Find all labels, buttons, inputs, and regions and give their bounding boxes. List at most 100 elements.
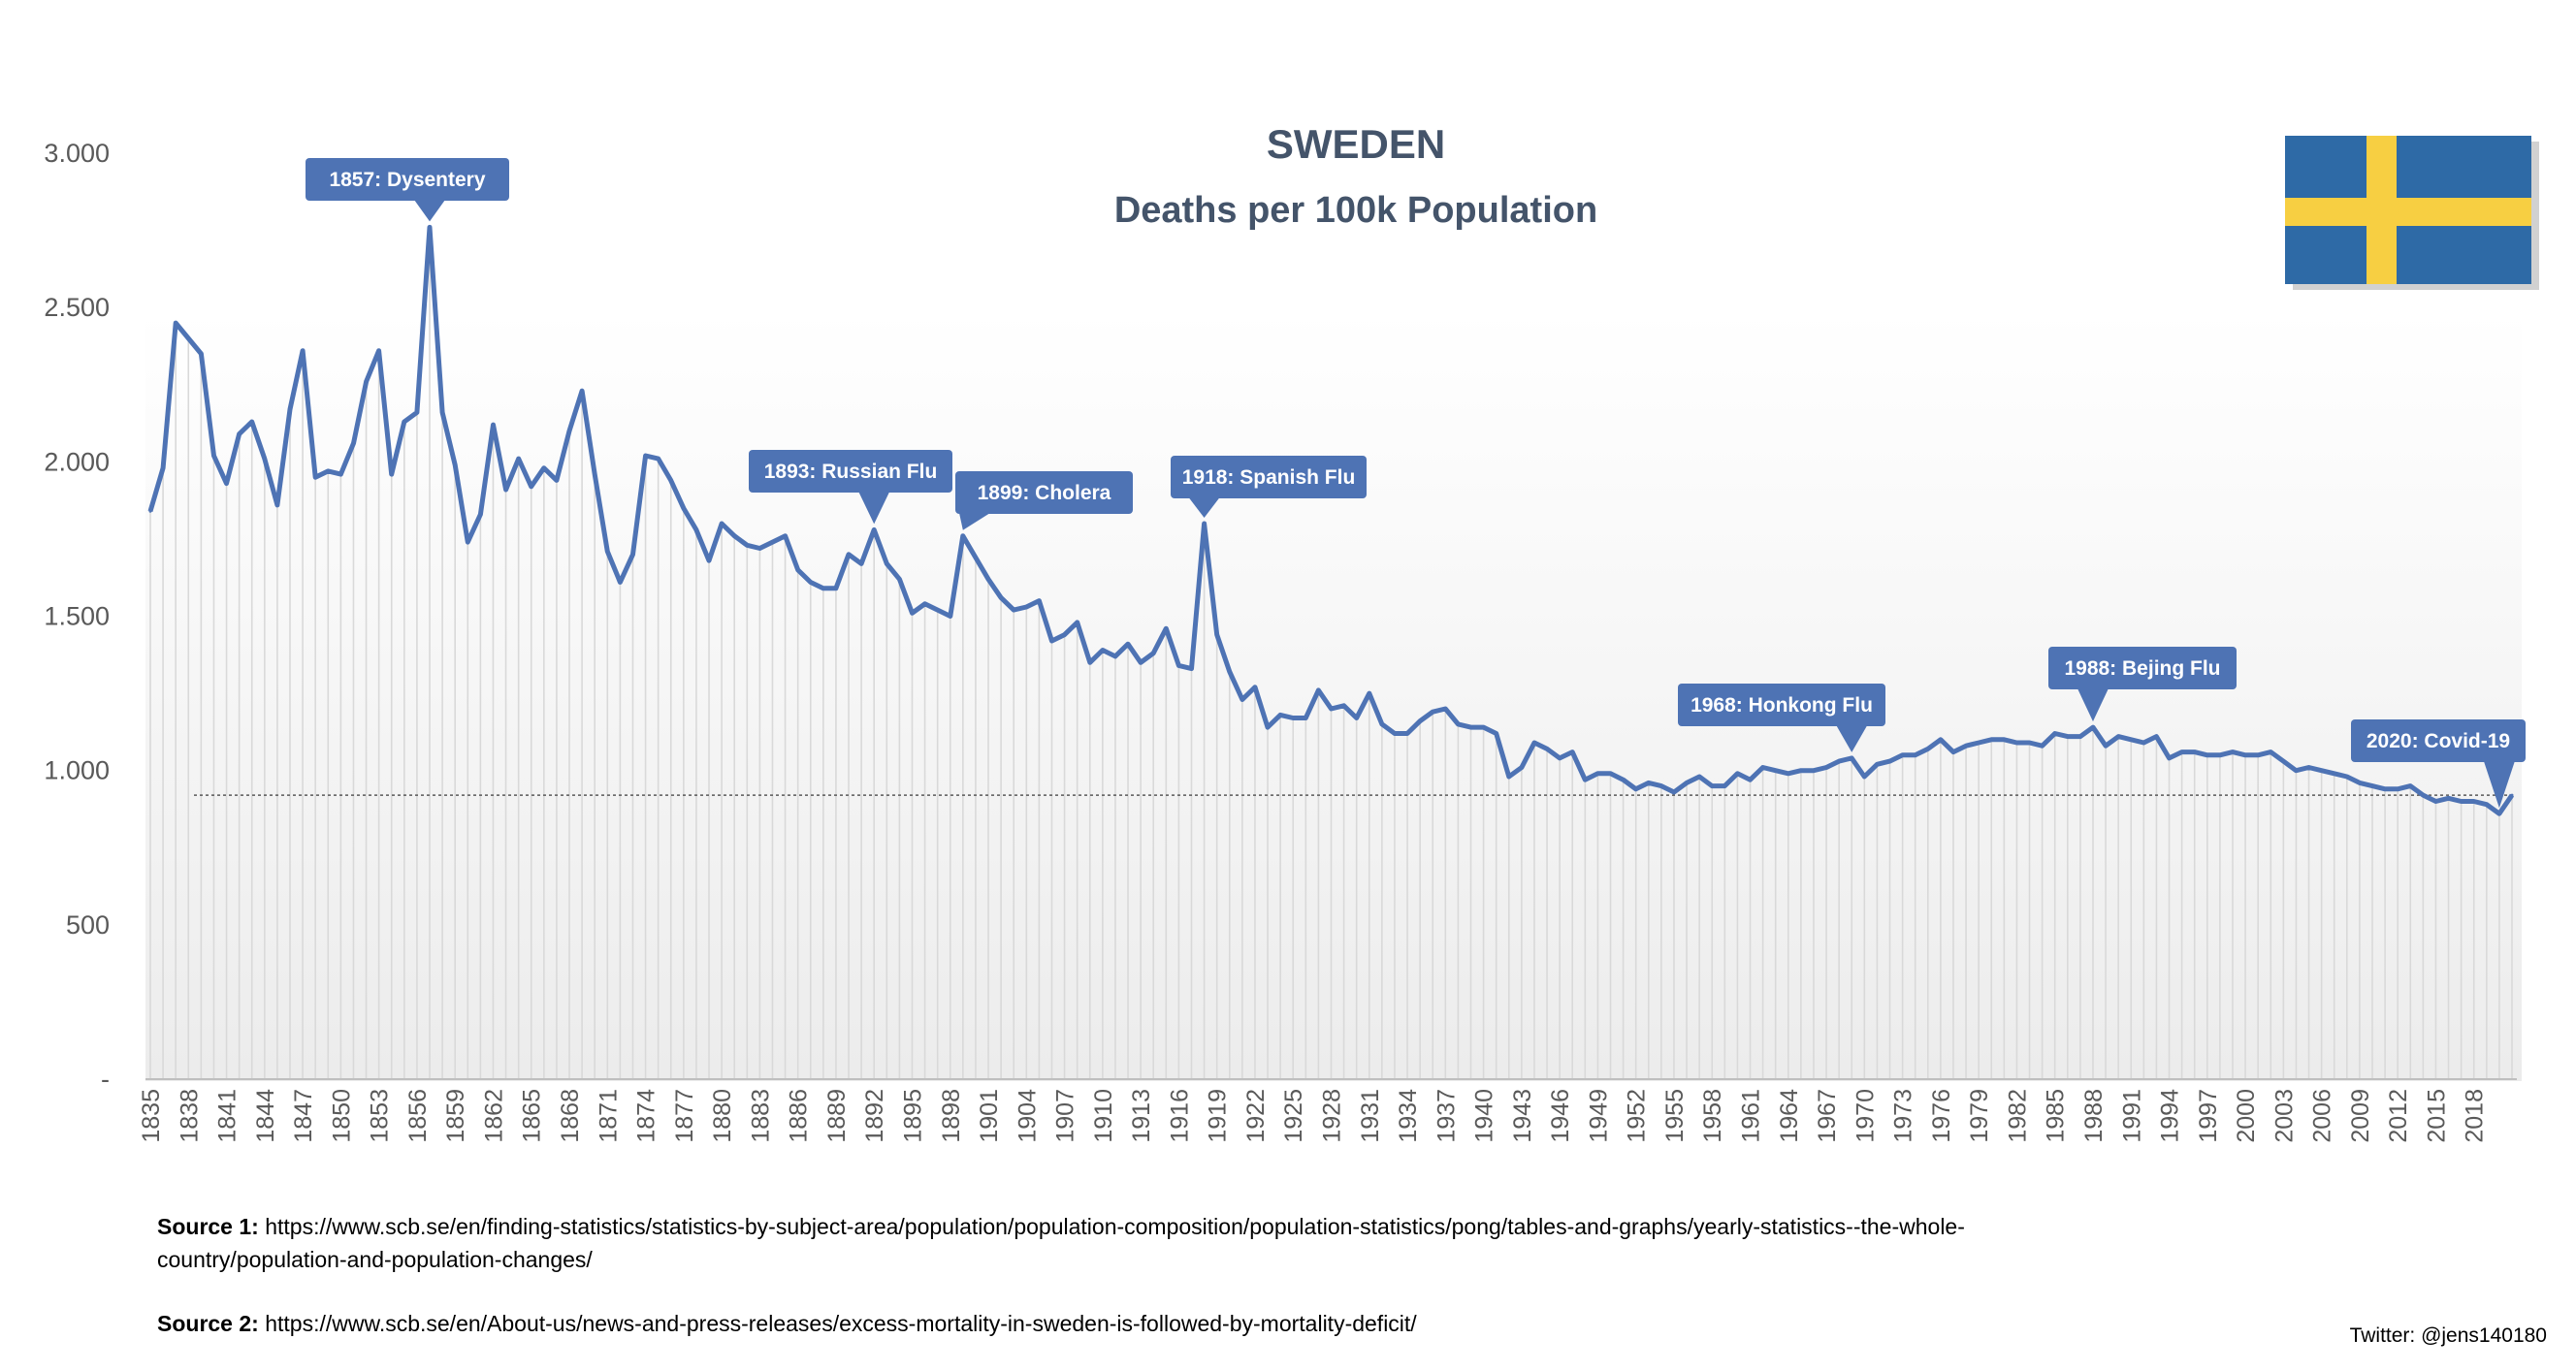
data-point [999, 595, 1003, 599]
data-point [2028, 741, 2032, 745]
x-tick-label: 1904 [1014, 1089, 1041, 1143]
data-point [1368, 691, 1371, 695]
x-tick-label: 1916 [1166, 1089, 1193, 1143]
data-point [1316, 688, 1320, 692]
data-point [1431, 710, 1434, 714]
data-point [351, 441, 355, 445]
x-tick-label: 1895 [899, 1089, 926, 1143]
annotation-callout: 1899: Cholera [955, 471, 1133, 530]
x-tick-label: 2012 [2385, 1089, 2412, 1143]
data-point [186, 336, 190, 340]
data-point [1951, 750, 1955, 754]
x-tick-label: 1901 [976, 1089, 1003, 1143]
data-point [593, 472, 596, 476]
data-point [1126, 642, 1130, 646]
data-point [428, 225, 432, 229]
source-1-url[interactable]: https://www.scb.se/en/finding-statistics… [157, 1214, 1965, 1272]
x-tick-label: 1988 [2080, 1089, 2108, 1143]
x-tick-label: 1835 [138, 1089, 165, 1143]
data-point [885, 561, 888, 565]
source-2-url[interactable]: https://www.scb.se/en/About-us/news-and-… [265, 1311, 1417, 1336]
data-point [2485, 803, 2489, 807]
data-point [1659, 784, 1663, 788]
data-point [1240, 697, 1244, 701]
x-tick-label: 1886 [786, 1089, 813, 1143]
data-point [1647, 781, 1651, 784]
x-tick-label: 1844 [252, 1089, 279, 1143]
data-point [2281, 759, 2285, 763]
data-point [974, 556, 978, 559]
data-point [1914, 753, 1917, 757]
data-point [2447, 796, 2451, 800]
data-point [1024, 605, 1028, 609]
x-tick-label: 1841 [214, 1089, 242, 1143]
data-point [225, 482, 229, 486]
x-tick-label: 1853 [367, 1089, 394, 1143]
data-point [238, 432, 242, 436]
data-point [644, 454, 648, 458]
annotation-callout: 1893: Russian Flu [749, 450, 952, 525]
plot-background [145, 310, 2522, 1081]
annotation-label: 1857: Dysentery [329, 169, 485, 191]
data-point [2345, 775, 2349, 779]
data-point [2193, 750, 2197, 754]
data-point [2396, 787, 2399, 791]
data-point [1482, 725, 1486, 729]
data-point [923, 602, 927, 606]
x-tick-label: 2015 [2423, 1089, 2450, 1143]
data-point [720, 522, 724, 526]
data-point [2180, 750, 2184, 754]
data-point [1076, 621, 1079, 624]
x-tick-label: 1949 [1585, 1089, 1612, 1143]
data-point [1735, 772, 1739, 776]
y-tick-label: - [101, 1065, 110, 1094]
data-point [504, 488, 508, 492]
x-tick-label: 2009 [2347, 1089, 2374, 1143]
x-tick-label: 1919 [1205, 1089, 1232, 1143]
data-point [872, 527, 876, 531]
x-tick-label: 1964 [1776, 1089, 1803, 1143]
data-point [2154, 735, 2158, 739]
x-tick-label: 2006 [2309, 1089, 2336, 1143]
data-point [2041, 744, 2045, 748]
data-point [338, 472, 342, 476]
data-point [630, 553, 634, 557]
data-point [1380, 722, 1384, 726]
data-point [2269, 750, 2272, 754]
data-point [1393, 731, 1397, 735]
data-point [796, 568, 800, 572]
data-point [2104, 744, 2108, 748]
data-point [2358, 781, 2362, 784]
data-point [2370, 784, 2374, 788]
data-point [402, 420, 406, 424]
data-point [1278, 713, 1282, 717]
data-point [1189, 667, 1193, 671]
x-tick-label: 1847 [290, 1089, 317, 1143]
data-point [2066, 735, 2070, 739]
data-point [1507, 775, 1511, 779]
data-point [1583, 778, 1587, 781]
data-point [555, 478, 559, 482]
data-point [1330, 707, 1333, 711]
data-point [2333, 772, 2336, 776]
data-point [770, 540, 774, 544]
data-point [1139, 660, 1143, 664]
data-point [1532, 741, 1536, 745]
data-point [986, 577, 990, 581]
x-tick-label: 1907 [1052, 1089, 1079, 1143]
x-tick-label: 1838 [176, 1089, 203, 1143]
data-point [949, 615, 952, 618]
x-tick-label: 1976 [1928, 1089, 1955, 1143]
x-tick-label: 1997 [2195, 1089, 2222, 1143]
data-point [1926, 747, 1930, 750]
x-tick-label: 2018 [2462, 1089, 2489, 1143]
data-point [1037, 599, 1041, 603]
data-point [2053, 731, 2057, 735]
data-point [1787, 772, 1790, 776]
x-tick-label: 1979 [1966, 1089, 1993, 1143]
data-point [148, 509, 152, 513]
data-point [2307, 765, 2311, 769]
data-point [2460, 800, 2463, 803]
sweden-flag [2285, 136, 2539, 290]
